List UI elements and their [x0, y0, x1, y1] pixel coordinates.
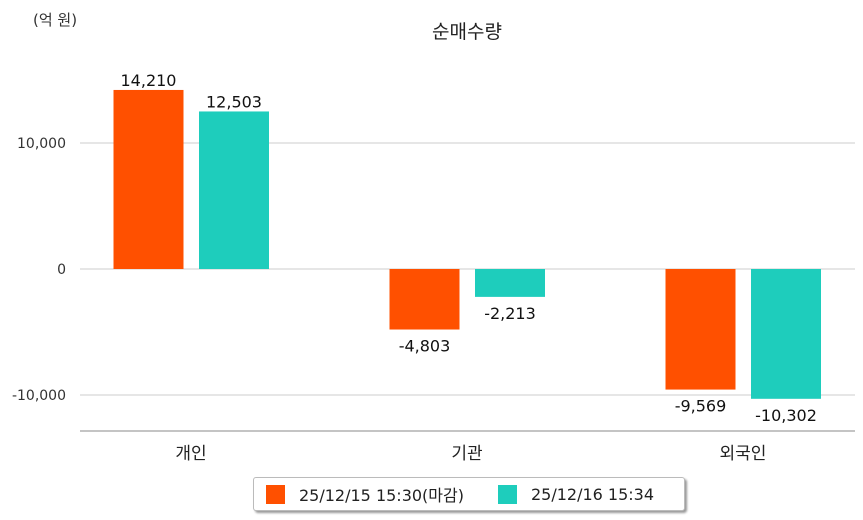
- data-label: -10,302: [755, 406, 817, 425]
- y-tick-label: 0: [57, 262, 66, 278]
- x-tick-label: 기관: [451, 444, 482, 464]
- x-tick-label: 개인: [175, 444, 206, 464]
- legend-label-1: 25/12/15 15:30(마감): [299, 486, 464, 505]
- bar[interactable]: [475, 269, 545, 297]
- data-label: 12,503: [206, 92, 262, 111]
- y-tick-label: -10,000: [12, 388, 66, 404]
- x-tick-label: 외국인: [720, 444, 767, 464]
- data-label: 14,210: [121, 71, 177, 90]
- data-label: -4,803: [399, 337, 451, 356]
- bar[interactable]: [751, 269, 821, 399]
- legend-swatch-1: [266, 484, 285, 504]
- legend-swatch-2: [497, 484, 517, 504]
- bar[interactable]: [199, 111, 269, 270]
- bar[interactable]: [113, 89, 184, 269]
- data-label: -2,213: [484, 304, 536, 323]
- bar[interactable]: [665, 269, 736, 390]
- chart-title: 순매수량: [432, 21, 502, 43]
- bar[interactable]: [389, 269, 460, 330]
- data-label: -9,569: [675, 397, 727, 416]
- legend-item-1[interactable]: 25/12/15 15:30(마감): [260, 482, 464, 506]
- legend-item-2[interactable]: 25/12/16 15:34: [492, 484, 655, 504]
- legend-label-2: 25/12/16 15:34: [530, 484, 655, 504]
- legend: 25/12/15 15:30(마감) 25/12/16 15:34: [253, 477, 685, 511]
- unit-label: (억 원): [33, 11, 77, 29]
- y-tick-label: 10,000: [17, 136, 66, 152]
